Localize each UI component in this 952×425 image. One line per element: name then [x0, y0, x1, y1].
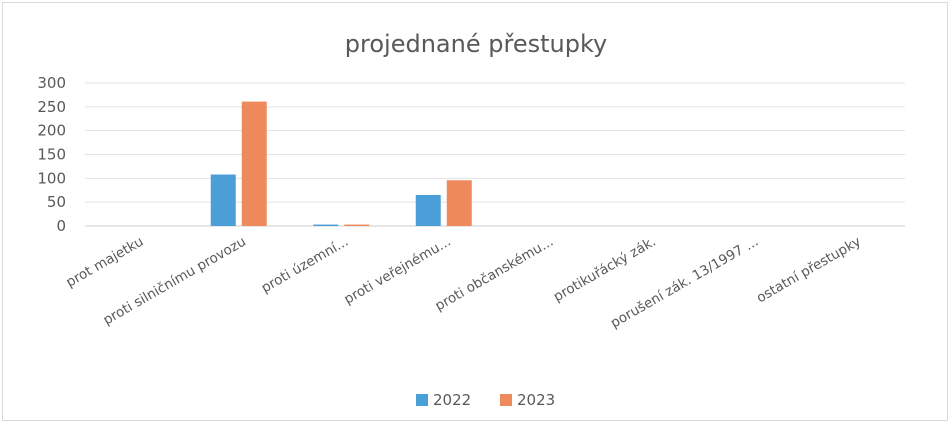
bar-2022-2 — [313, 224, 339, 226]
y-tick-label: 50 — [47, 193, 66, 211]
bars — [210, 101, 472, 226]
y-tick-label: 200 — [37, 122, 66, 140]
legend-label-2022: 2022 — [433, 391, 471, 409]
bar-2023-1 — [241, 101, 267, 226]
legend-swatch-2022 — [416, 394, 428, 406]
chart-title: projednané přestupky — [345, 30, 607, 58]
gridlines — [85, 82, 905, 227]
legend-label-2023: 2023 — [517, 391, 555, 409]
legend-swatch-2023 — [500, 394, 512, 406]
x-category-label: proti územní... — [259, 234, 352, 297]
x-category-label: prot majetku — [63, 234, 146, 291]
bar-2022-3 — [415, 195, 441, 226]
y-tick-label: 100 — [37, 169, 66, 187]
x-category-label: ostatní přestupky — [754, 234, 864, 307]
y-tick-label: 250 — [37, 98, 66, 116]
bar-2023-2 — [344, 224, 370, 226]
chart-frame — [2, 2, 948, 421]
bar-2023-3 — [446, 180, 472, 226]
legend: 2022 2023 — [416, 391, 555, 409]
bar-2022-1 — [210, 174, 236, 226]
y-tick-label: 150 — [37, 146, 66, 164]
y-axis: 0 50 100 150 200 250 300 — [37, 74, 66, 235]
y-tick-label: 0 — [56, 217, 66, 235]
x-category-label: protikuřácký zák. — [551, 234, 659, 306]
x-category-label: proti veřejnému... — [341, 234, 453, 308]
y-tick-label: 300 — [37, 74, 66, 92]
